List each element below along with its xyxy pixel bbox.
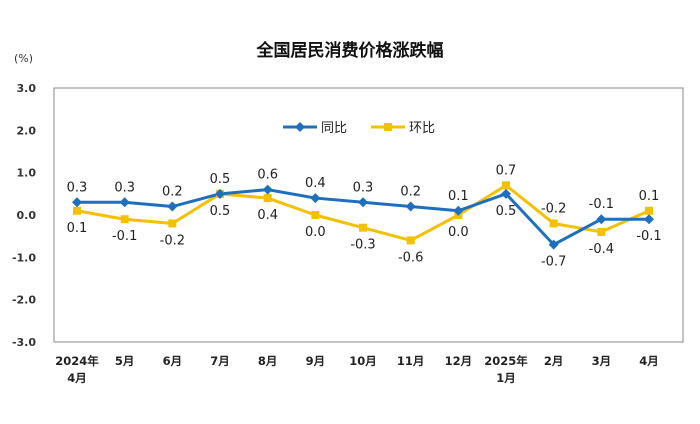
x-tick-label: 4月 <box>639 354 659 368</box>
data-label-mom: -0.2 <box>541 201 566 216</box>
data-point-mom <box>73 206 81 215</box>
data-label-mom: -0.6 <box>398 250 423 265</box>
data-label-yoy: -0.1 <box>589 197 614 212</box>
data-point-yoy <box>596 214 607 225</box>
y-tick-label: 1.0 <box>17 167 37 180</box>
data-label-yoy: 0.1 <box>448 189 469 204</box>
data-point-mom <box>645 206 653 215</box>
data-label-mom: 0.1 <box>67 221 88 236</box>
data-label-yoy: 0.5 <box>210 172 231 187</box>
chart-title: 全国居民消费价格涨跌幅 <box>256 40 444 61</box>
data-label-yoy: 0.2 <box>400 185 421 200</box>
data-point-yoy <box>167 201 178 212</box>
data-label-yoy: 0.3 <box>67 180 88 195</box>
data-point-yoy <box>644 214 654 225</box>
x-tick-label: 12月 <box>445 354 473 368</box>
x-tick-label: 7月 <box>210 354 230 368</box>
data-point-yoy <box>548 239 559 250</box>
x-tick-label: 9月 <box>306 354 326 368</box>
x-axis-ticks: 2024年 4月 5月 6月 7月 8月 9月 10月 11月 12月 2025年 1月 2月 3月 4月 <box>55 354 659 385</box>
legend-marker-yoy <box>295 122 305 132</box>
data-point-mom <box>549 219 558 228</box>
data-point-mom <box>597 227 606 236</box>
data-point-yoy <box>310 193 321 204</box>
y-tick-label: 3.0 <box>17 82 37 95</box>
y-axis-unit: (%) <box>14 52 33 65</box>
y-axis-ticks: 3.0 2.0 1.0 0.0 -1.0 -2.0 -3.0 <box>12 82 36 349</box>
data-label-yoy: -0.1 <box>636 229 661 244</box>
data-point-yoy <box>72 197 82 208</box>
data-point-mom <box>359 223 367 232</box>
data-point-yoy <box>501 188 511 199</box>
x-tick-label: 6月 <box>163 354 183 368</box>
data-label-mom: 0.1 <box>639 189 660 204</box>
data-label-yoy: 0.3 <box>353 180 374 195</box>
y-tick-label: 2.0 <box>17 124 37 137</box>
data-label-mom: 0.5 <box>210 204 231 219</box>
data-label-mom: -0.4 <box>589 242 614 257</box>
data-label-yoy: 0.2 <box>162 185 183 200</box>
data-label-mom: -0.1 <box>112 229 137 244</box>
y-tick-label: -2.0 <box>12 294 36 307</box>
plot-area <box>53 87 684 343</box>
legend: 同比 环比 <box>283 121 435 136</box>
data-point-yoy <box>215 188 225 199</box>
data-point-mom <box>168 219 177 228</box>
legend-label-mom: 环比 <box>409 121 435 136</box>
x-tick-label: 2024年 <box>55 354 99 368</box>
legend-marker-mom <box>384 123 392 131</box>
x-tick-label: 10月 <box>349 354 377 368</box>
data-label-mom: 0.0 <box>305 225 326 240</box>
x-tick-label: 8月 <box>258 354 278 368</box>
data-label-yoy: 0.5 <box>496 204 517 219</box>
data-label-mom: 0.4 <box>257 208 278 223</box>
x-tick-label: 2025年 <box>484 354 528 368</box>
data-label-yoy: 0.6 <box>257 168 278 183</box>
data-point-yoy <box>262 184 273 195</box>
x-tick-label: 3月 <box>592 354 612 368</box>
data-point-yoy <box>119 197 130 208</box>
y-tick-label: -3.0 <box>12 336 36 349</box>
data-label-mom: 0.7 <box>496 163 517 178</box>
x-tick-label: 11月 <box>397 354 425 368</box>
x-tick-label: 1月 <box>496 371 516 385</box>
data-label-yoy: -0.7 <box>541 255 566 270</box>
data-label-mom: 0.0 <box>448 225 469 240</box>
legend-label-yoy: 同比 <box>321 121 347 136</box>
x-tick-label: 2月 <box>544 354 564 368</box>
y-tick-label: -1.0 <box>12 251 36 264</box>
data-label-mom: -0.2 <box>160 233 185 248</box>
x-tick-label: 5月 <box>115 354 135 368</box>
data-point-mom <box>502 181 510 190</box>
data-point-yoy <box>453 205 464 216</box>
data-point-mom <box>311 211 320 219</box>
series-markers <box>72 181 654 250</box>
data-labels: 0.3 0.3 0.2 0.5 0.6 0.4 0.3 0.2 0.1 0.5 -0.7 -0.1 -0… <box>67 163 662 269</box>
data-point-yoy <box>405 201 416 212</box>
data-label-mom: -0.3 <box>350 238 375 253</box>
x-tick-label: 4月 <box>67 371 87 385</box>
data-point-mom <box>406 236 415 245</box>
y-tick-label: 0.0 <box>17 209 37 222</box>
data-point-mom <box>120 215 129 224</box>
data-label-yoy: 0.3 <box>114 180 135 195</box>
data-point-yoy <box>358 197 368 208</box>
data-label-yoy: 0.4 <box>305 176 326 191</box>
data-point-mom <box>263 194 272 203</box>
